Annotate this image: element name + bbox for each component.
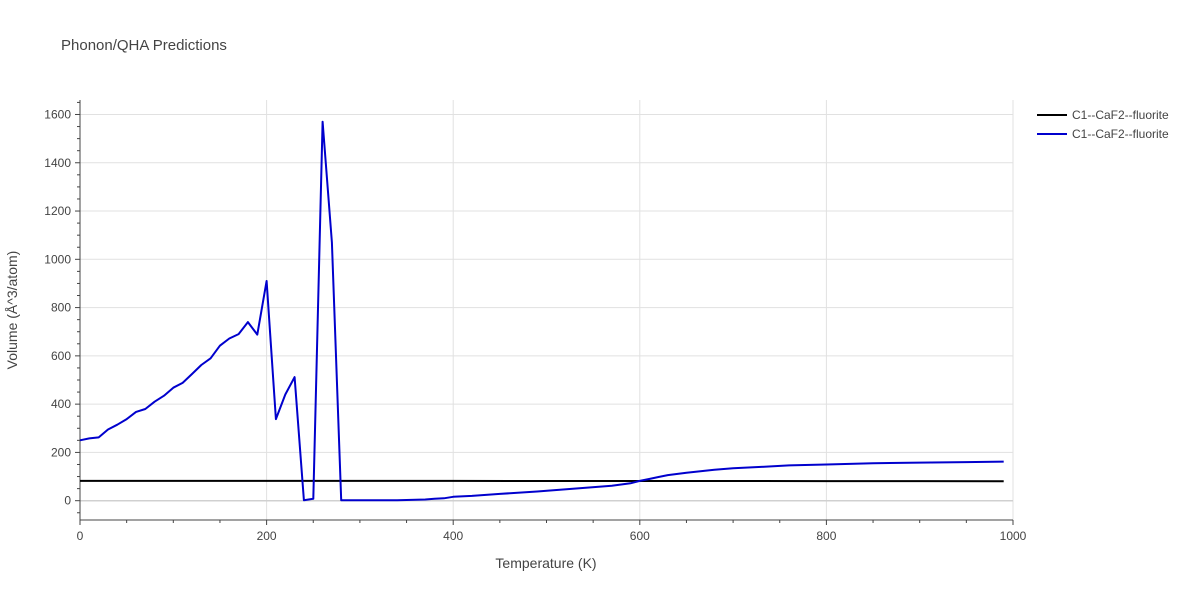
y-tick-label: 400 [51, 397, 71, 411]
y-tick-label: 600 [51, 349, 71, 363]
grid [80, 100, 1014, 520]
x-tick-label: 400 [443, 529, 463, 543]
x-tick-label: 800 [816, 529, 836, 543]
y-axis-title: Volume (Å^3/atom) [4, 251, 20, 370]
x-tick-label: 200 [257, 529, 277, 543]
y-tick-labels: 0 200 400 600 800 1000 1200 1400 1600 [44, 107, 71, 507]
legend[interactable]: C1--CaF2--fluorite C1--CaF2--fluorite [1037, 108, 1169, 141]
series-lines [79, 120, 1004, 502]
y-tick-label: 0 [64, 494, 71, 508]
y-tick-label: 1000 [44, 252, 71, 266]
x-tick-label: 600 [630, 529, 650, 543]
legend-item-1[interactable]: C1--CaF2--fluorite [1037, 108, 1169, 122]
x-tick-labels: 0 200 400 600 800 1000 [77, 529, 1027, 543]
x-axis-title: Temperature (K) [495, 555, 596, 571]
y-tick-label: 1600 [44, 107, 71, 121]
legend-label: C1--CaF2--fluorite [1072, 127, 1169, 141]
axes [75, 100, 1014, 525]
series-line-2 [79, 120, 1004, 502]
y-tick-label: 800 [51, 301, 71, 315]
legend-label: C1--CaF2--fluorite [1072, 108, 1169, 122]
x-tick-label: 1000 [1000, 529, 1027, 543]
y-tick-label: 200 [51, 445, 71, 459]
x-tick-label: 0 [77, 529, 84, 543]
chart-title: Phonon/QHA Predictions [61, 37, 227, 54]
y-tick-label: 1200 [44, 204, 71, 218]
y-tick-label: 1400 [44, 156, 71, 170]
legend-item-2[interactable]: C1--CaF2--fluorite [1037, 127, 1169, 141]
